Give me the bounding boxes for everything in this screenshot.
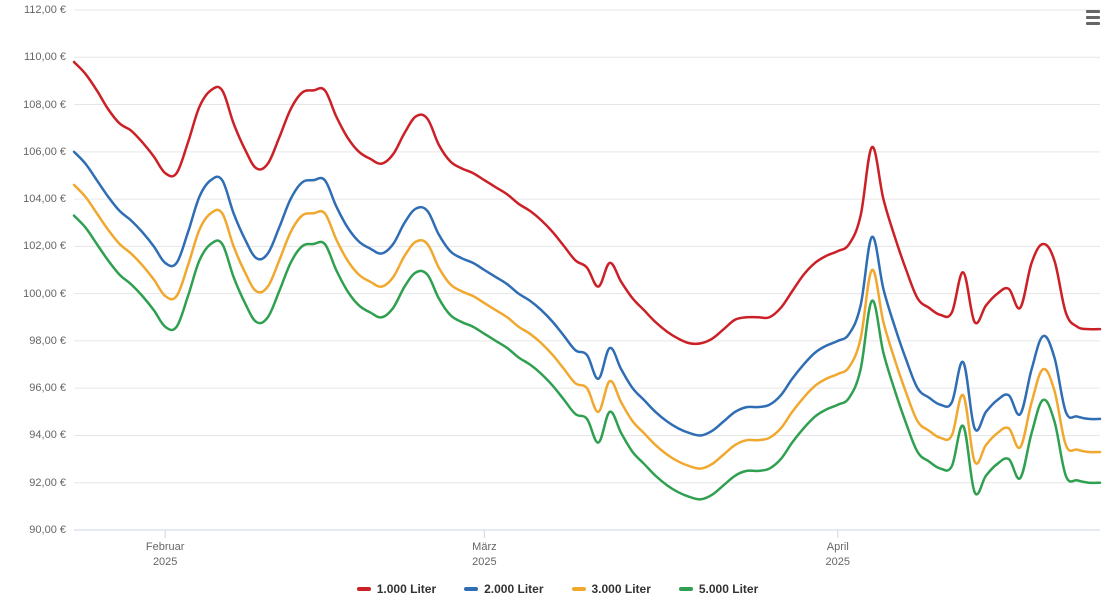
legend-label: 1.000 Liter xyxy=(377,582,436,596)
legend-swatch-icon xyxy=(464,587,478,591)
x-axis-tick-label: Februar2025 xyxy=(146,540,185,570)
y-axis-tick-label: 96,00 € xyxy=(29,382,66,394)
legend-label: 2.000 Liter xyxy=(484,582,543,596)
y-axis-tick-label: 110,00 € xyxy=(24,51,66,63)
y-axis-tick-label: 100,00 € xyxy=(23,288,66,300)
y-axis-tick-label: 108,00 € xyxy=(23,99,66,111)
y-axis-tick-label: 102,00 € xyxy=(23,240,66,252)
legend-item[interactable]: 1.000 Liter xyxy=(357,582,436,596)
chart-legend: 1.000 Liter 2.000 Liter 3.000 Liter 5.000 L… xyxy=(0,580,1115,596)
legend-swatch-icon xyxy=(679,587,693,591)
y-axis-tick-label: 92,00 € xyxy=(29,477,66,489)
legend-item[interactable]: 3.000 Liter xyxy=(572,582,651,596)
legend-swatch-icon xyxy=(572,587,586,591)
hamburger-icon xyxy=(1086,10,1100,13)
y-axis-tick-label: 98,00 € xyxy=(29,335,66,347)
price-line-chart: 90,00 € 92,00 € 94,00 € 96,00 € 98,00 € 100,0… xyxy=(0,0,1115,608)
legend-label: 5.000 Liter xyxy=(699,582,758,596)
y-axis-tick-label: 104,00 € xyxy=(23,193,66,205)
series-line xyxy=(74,185,1100,469)
legend-swatch-icon xyxy=(357,587,371,591)
legend-label: 3.000 Liter xyxy=(592,582,651,596)
legend-item[interactable]: 2.000 Liter xyxy=(464,582,543,596)
y-axis-tick-label: 90,00 € xyxy=(29,524,66,536)
y-axis-tick-label: 94,00 € xyxy=(29,429,66,441)
y-axis-tick-label: 112,00 € xyxy=(24,4,66,16)
x-axis-tick-label: März2025 xyxy=(472,540,496,570)
chart-menu-button[interactable] xyxy=(1081,6,1105,28)
x-axis-tick-label: April2025 xyxy=(826,540,850,570)
chart-plot-area xyxy=(0,0,1115,608)
legend-item[interactable]: 5.000 Liter xyxy=(679,582,758,596)
y-axis-tick-label: 106,00 € xyxy=(23,146,66,158)
